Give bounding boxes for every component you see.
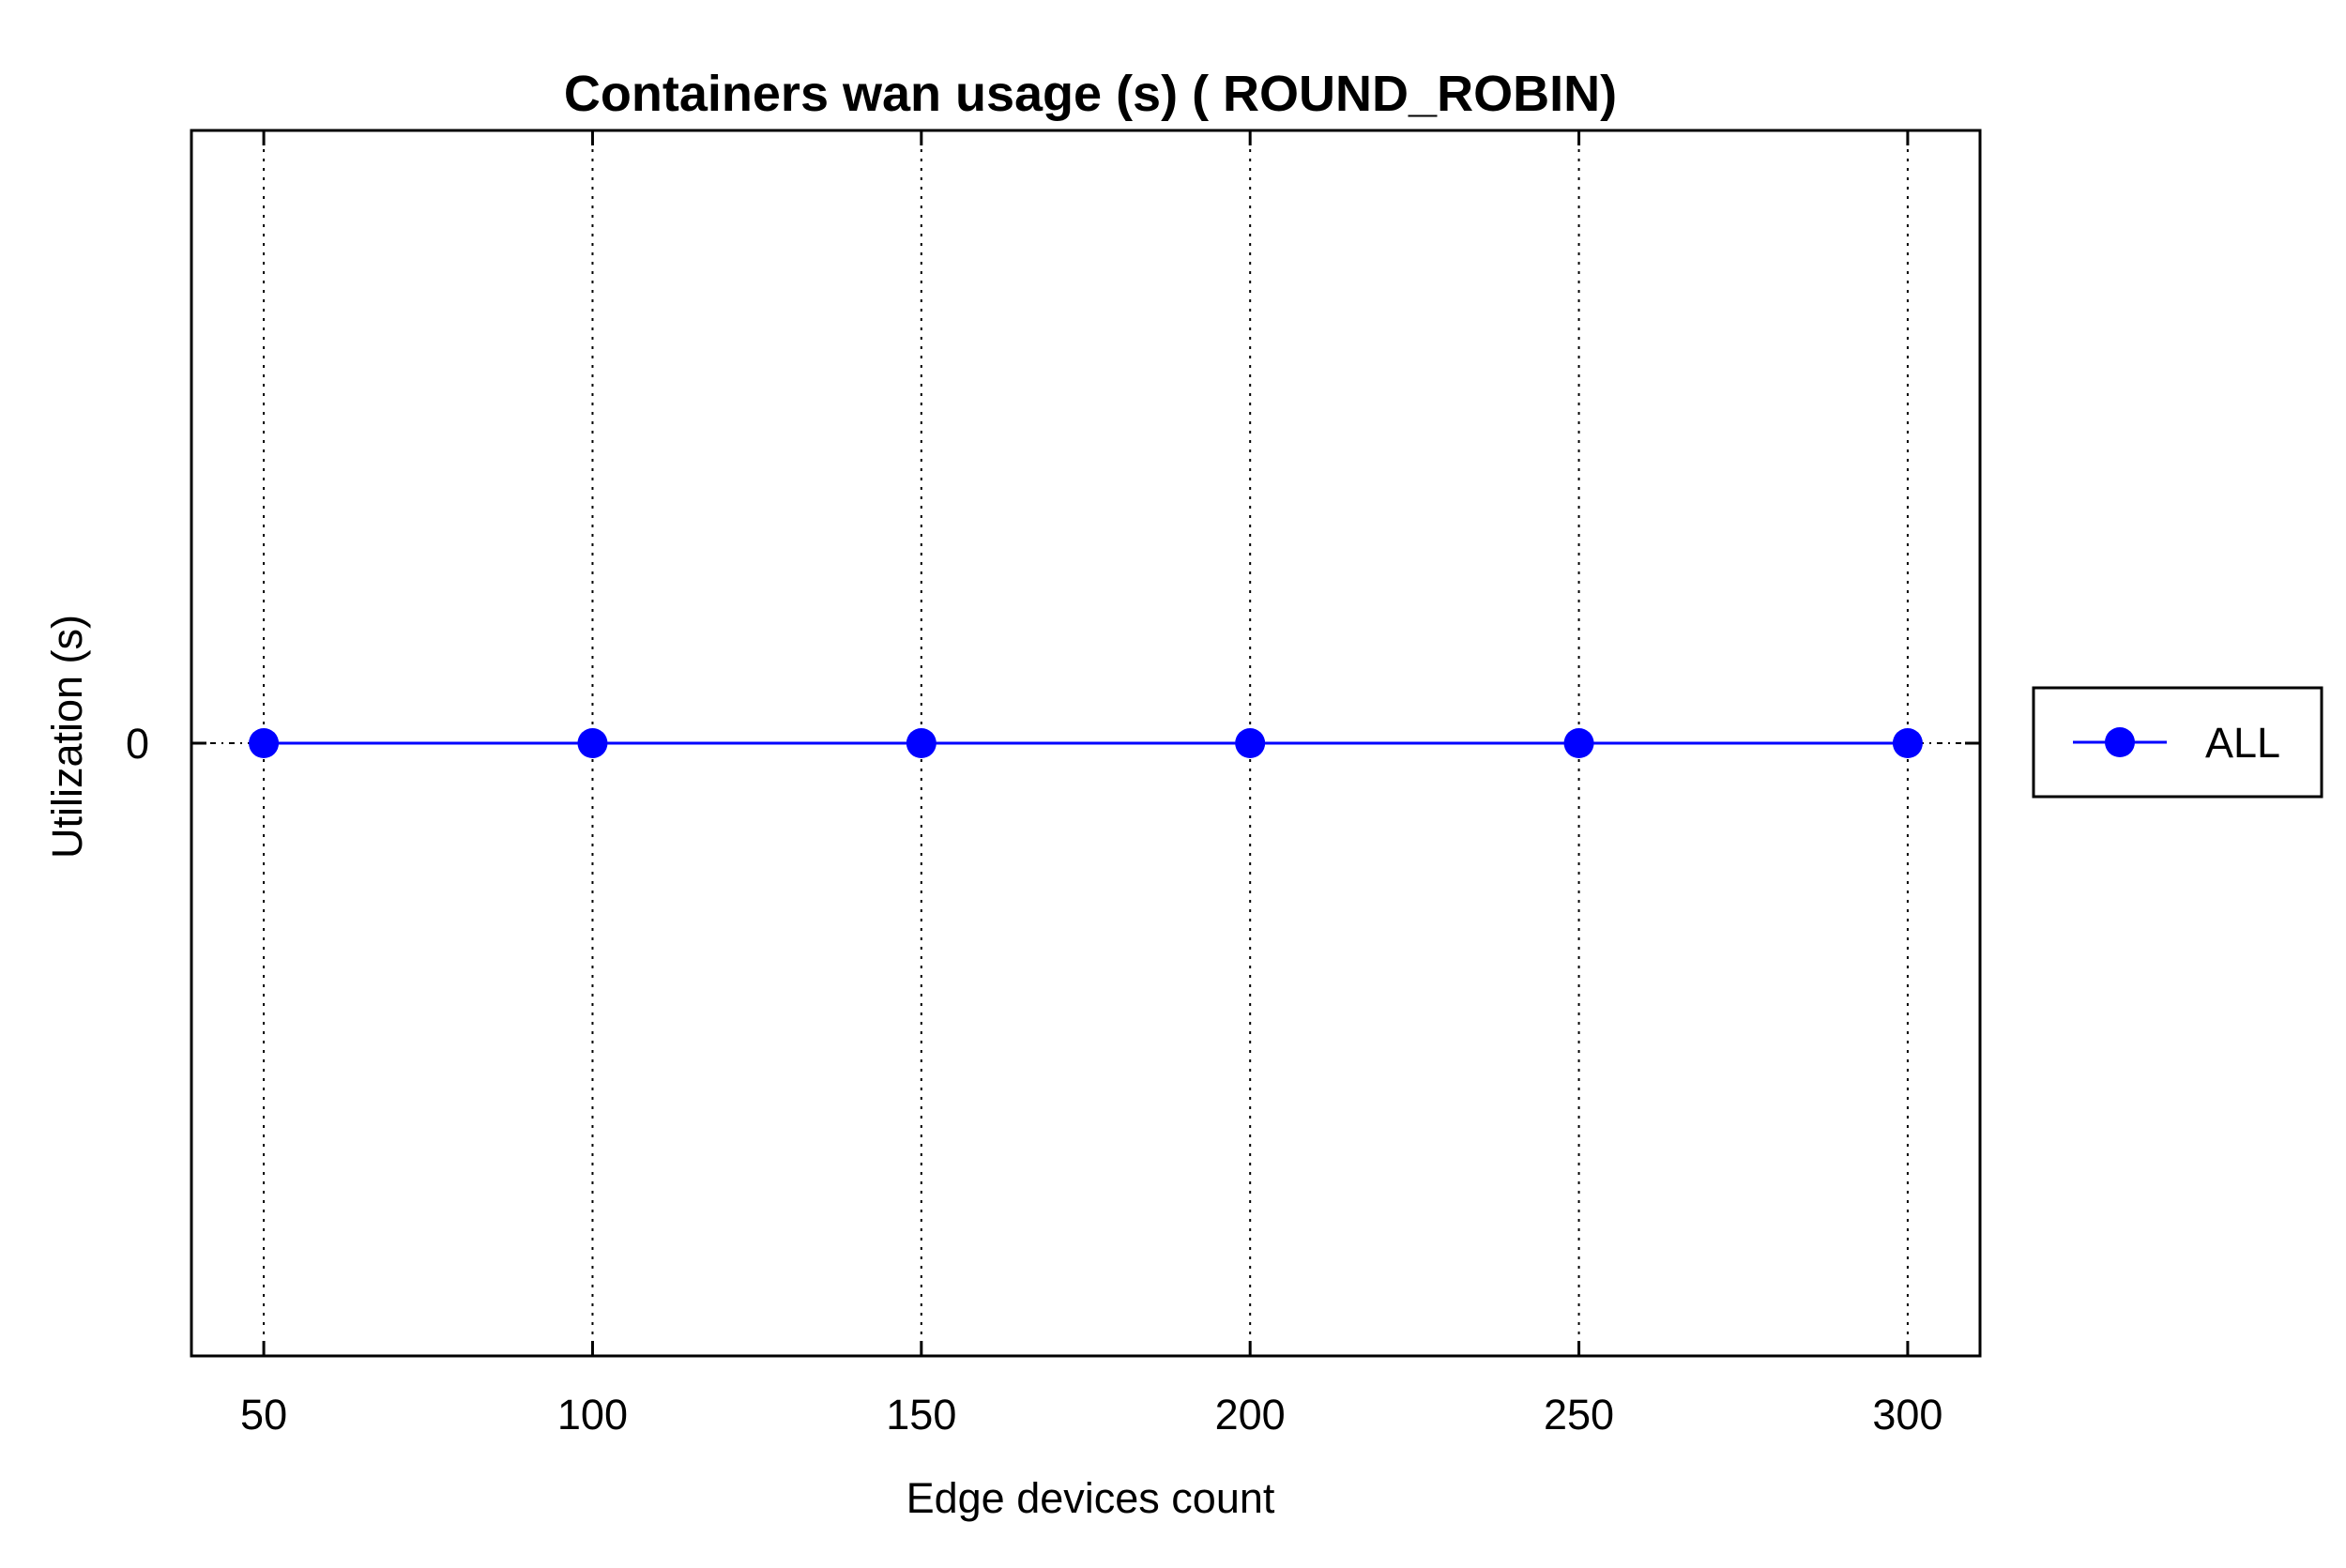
data-point-all-150 bbox=[906, 728, 937, 758]
data-point-all-100 bbox=[577, 728, 608, 758]
x-axis-label: Edge devices count bbox=[906, 1474, 1275, 1522]
legend: ALL bbox=[2032, 686, 2323, 799]
x-tick-label: 250 bbox=[1544, 1391, 1614, 1439]
axis-ticks: 50 100 150 200 250 300 0 bbox=[126, 130, 1980, 1439]
x-tick-label: 300 bbox=[1872, 1391, 1942, 1439]
x-tick-label: 150 bbox=[886, 1391, 956, 1439]
data-point-all-200 bbox=[1235, 728, 1266, 758]
series-layer bbox=[249, 728, 1923, 758]
x-tick-label: 200 bbox=[1215, 1391, 1286, 1439]
y-tick-label: 0 bbox=[126, 720, 149, 768]
chart-title: Containers wan usage (s) ( ROUND_ROBIN) bbox=[564, 66, 1617, 122]
legend-label-all: ALL bbox=[2205, 719, 2280, 767]
data-point-all-50 bbox=[249, 728, 280, 758]
x-tick-label: 50 bbox=[240, 1391, 287, 1439]
x-tick-label: 100 bbox=[557, 1391, 628, 1439]
data-point-all-250 bbox=[1563, 728, 1594, 758]
legend-marker-all bbox=[2105, 727, 2135, 757]
data-point-all-300 bbox=[1892, 728, 1923, 758]
y-axis-label: Utilization (s) bbox=[43, 615, 91, 859]
